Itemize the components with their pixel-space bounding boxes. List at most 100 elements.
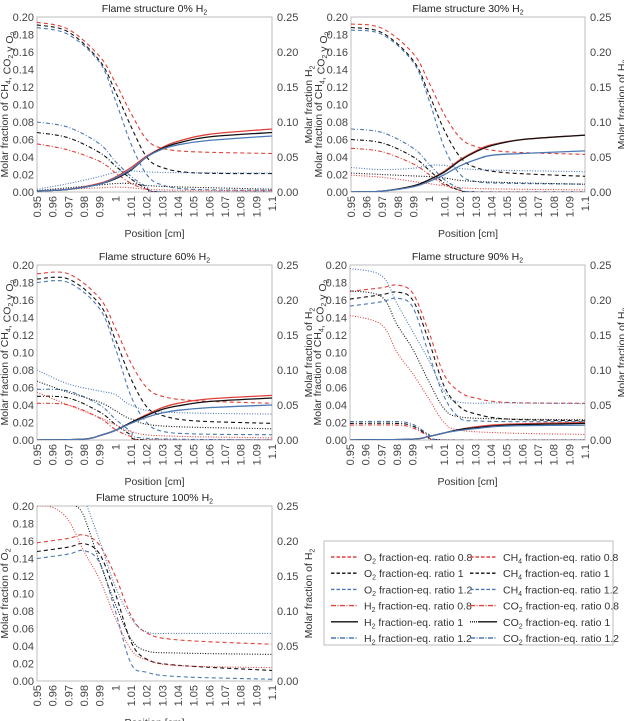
series-line-h2-fraction-eq-ratio-1 [351,172,585,185]
y-right-tick-label: 0.20 [277,47,298,59]
y-left-tick-label: 0.16 [326,295,347,307]
y-left-tick-label: 0.12 [13,330,34,342]
y-left-axis-label: Molar fraction of CH4, CO2 y O2 [312,279,331,425]
x-tick-label: 0.96 [48,196,60,217]
y-left-tick-label: 0.06 [13,624,34,636]
x-tick-label: 1.05 [502,196,514,217]
y-left-tick-label: 0.20 [13,12,34,24]
y-right-tick-label: 0.00 [277,676,298,688]
chart-panel-1: Flame structure 30% H2 0.00 0.02 0.04 0.06 0.… [313,3,624,240]
y-left-tick-label: 0.20 [327,12,348,24]
x-tick-label: 1.06 [518,196,530,217]
y-right-axis-label: Molar fraction of H2 [616,308,624,398]
series-line-ch4-fraction-eq-ratio-0-8 [37,143,272,192]
series-line-h2-fraction-eq-ratio-1-2 [351,164,585,173]
x-tick-label: 1.09 [564,444,576,465]
series-line-h2-fraction-eq-ratio-0-8 [351,174,585,191]
x-tick-label: 1.05 [189,196,201,217]
y-right-tick-label: 0.00 [277,187,298,199]
y-right-tick-label: 0.05 [277,152,298,164]
x-tick-label: 1.03 [157,444,169,465]
series-line-o2-fraction-eq-ratio-0-8 [37,271,272,404]
x-tick-label: 1.07 [533,196,545,217]
x-tick-label: 1.1 [267,444,279,459]
x-axis-label: Position [cm] [124,228,184,240]
x-tick-label: 1.02 [142,685,154,706]
x-tick-label: 1.05 [502,444,514,465]
x-tick-label: 1.07 [533,444,545,465]
x-axis-label: Position [cm] [437,476,497,488]
chart-title: Flame structure 60% H2 [99,251,210,265]
legend-label: CH4 fraction-eq. ratio 1 [503,568,610,582]
legend-item: O2 fraction-eq. ratio 1.2 [331,584,473,598]
y-left-tick-label: 0.02 [13,659,34,671]
y-right-tick-label: 0.10 [277,365,298,377]
x-tick-label: 1.08 [236,196,248,217]
y-left-tick-label: 0.10 [13,100,34,112]
x-tick-label: 0.97 [63,685,75,706]
series-line-h2-fraction-eq-ratio-0-8 [37,391,272,439]
y-right-tick-label: 0.20 [277,295,298,307]
series-line-h2-fraction-eq-ratio-0-8 [350,314,585,435]
y-left-tick-label: 0.00 [327,187,348,199]
x-tick-label: 1.08 [549,444,561,465]
x-tick-label: 1.05 [189,444,201,465]
series-line-o2-fraction-eq-ratio-1 [351,26,585,177]
y-left-tick-label: 0.10 [13,589,34,601]
legend-label: CO2 fraction-eq. ratio 0.8 [503,601,619,615]
x-tick-label: 1.08 [549,196,561,217]
x-axis-label: Position [cm] [124,476,184,488]
y-left-tick-label: 0.00 [13,187,34,199]
y-left-tick-label: 0.14 [327,65,348,77]
series-line-o2-fraction-eq-ratio-1-2 [37,549,272,680]
x-tick-label: 1 [110,196,122,202]
x-tick-label: 1.02 [142,196,154,217]
y-left-tick-label: 0.12 [326,330,347,342]
x-axis-label: Position [cm] [124,717,184,721]
y-left-axis-label: Molar fraction of CH4, CO2 y O2 [313,31,332,177]
x-tick-label: 1.02 [455,444,467,465]
series-line-co2-fraction-eq-ratio-1-2 [350,424,585,440]
series-line-ch4-fraction-eq-ratio-1 [350,422,585,440]
y-right-tick-label: 0.20 [590,47,611,59]
series-line-o2-fraction-eq-ratio-1-2 [37,280,272,436]
series-group [37,506,272,680]
y-right-tick-label: 0.00 [277,435,298,447]
x-tick-label: 0.98 [79,196,91,217]
legend-label: H2 fraction-eq. ratio 0.8 [364,601,472,615]
series-line-ch4-fraction-eq-ratio-0-8 [37,402,272,440]
series-line-o2-fraction-eq-ratio-0-8 [37,534,272,645]
plot-frame [36,16,273,193]
y-left-tick-label: 0.18 [13,278,34,290]
legend-item: H2 fraction-eq. ratio 1 [331,617,463,630]
chart-title: Flame structure 90% H2 [412,251,523,265]
y-left-tick-label: 0.06 [326,383,347,395]
x-tick-label: 1.04 [173,444,185,465]
y-left-tick-label: 0.04 [326,400,347,412]
x-tick-label: 0.99 [95,444,107,465]
series-line-co2-fraction-eq-ratio-1-2 [37,404,272,440]
chart-panel-3: Flame structure 90% H2 0.00 0.02 0.04 0.06 0.… [312,251,624,488]
legend-item: CH4 fraction-eq. ratio 0.8 [470,552,619,566]
x-tick-label: 1.07 [220,685,232,706]
x-tick-label: 0.97 [377,196,389,217]
y-left-tick-label: 0.00 [326,435,347,447]
series-group [37,271,272,440]
y-left-tick-label: 0.10 [327,100,348,112]
x-tick-label: 1.04 [173,685,185,706]
chart-title: Flame structure 30% H2 [412,3,523,17]
y-right-tick-label: 0.25 [590,12,611,24]
y-left-tick-label: 0.08 [13,365,34,377]
y-left-tick-label: 0.06 [13,383,34,395]
y-left-tick-label: 0.16 [13,536,34,548]
x-tick-label: 0.99 [95,685,107,706]
series-line-ch4-fraction-eq-ratio-0-8 [350,424,585,440]
x-tick-label: 1.04 [173,196,185,217]
x-tick-label: 1.1 [267,196,279,211]
y-right-tick-label: 0.00 [590,435,611,447]
x-tick-label: 1.04 [486,444,498,465]
legend-label: O2 fraction-eq. ratio 0.8 [364,552,473,566]
legend-label: H2 fraction-eq. ratio 1.2 [364,633,472,647]
series-line-h2-fraction-eq-ratio-1-2 [86,506,272,635]
x-tick-label: 1.02 [142,444,154,465]
